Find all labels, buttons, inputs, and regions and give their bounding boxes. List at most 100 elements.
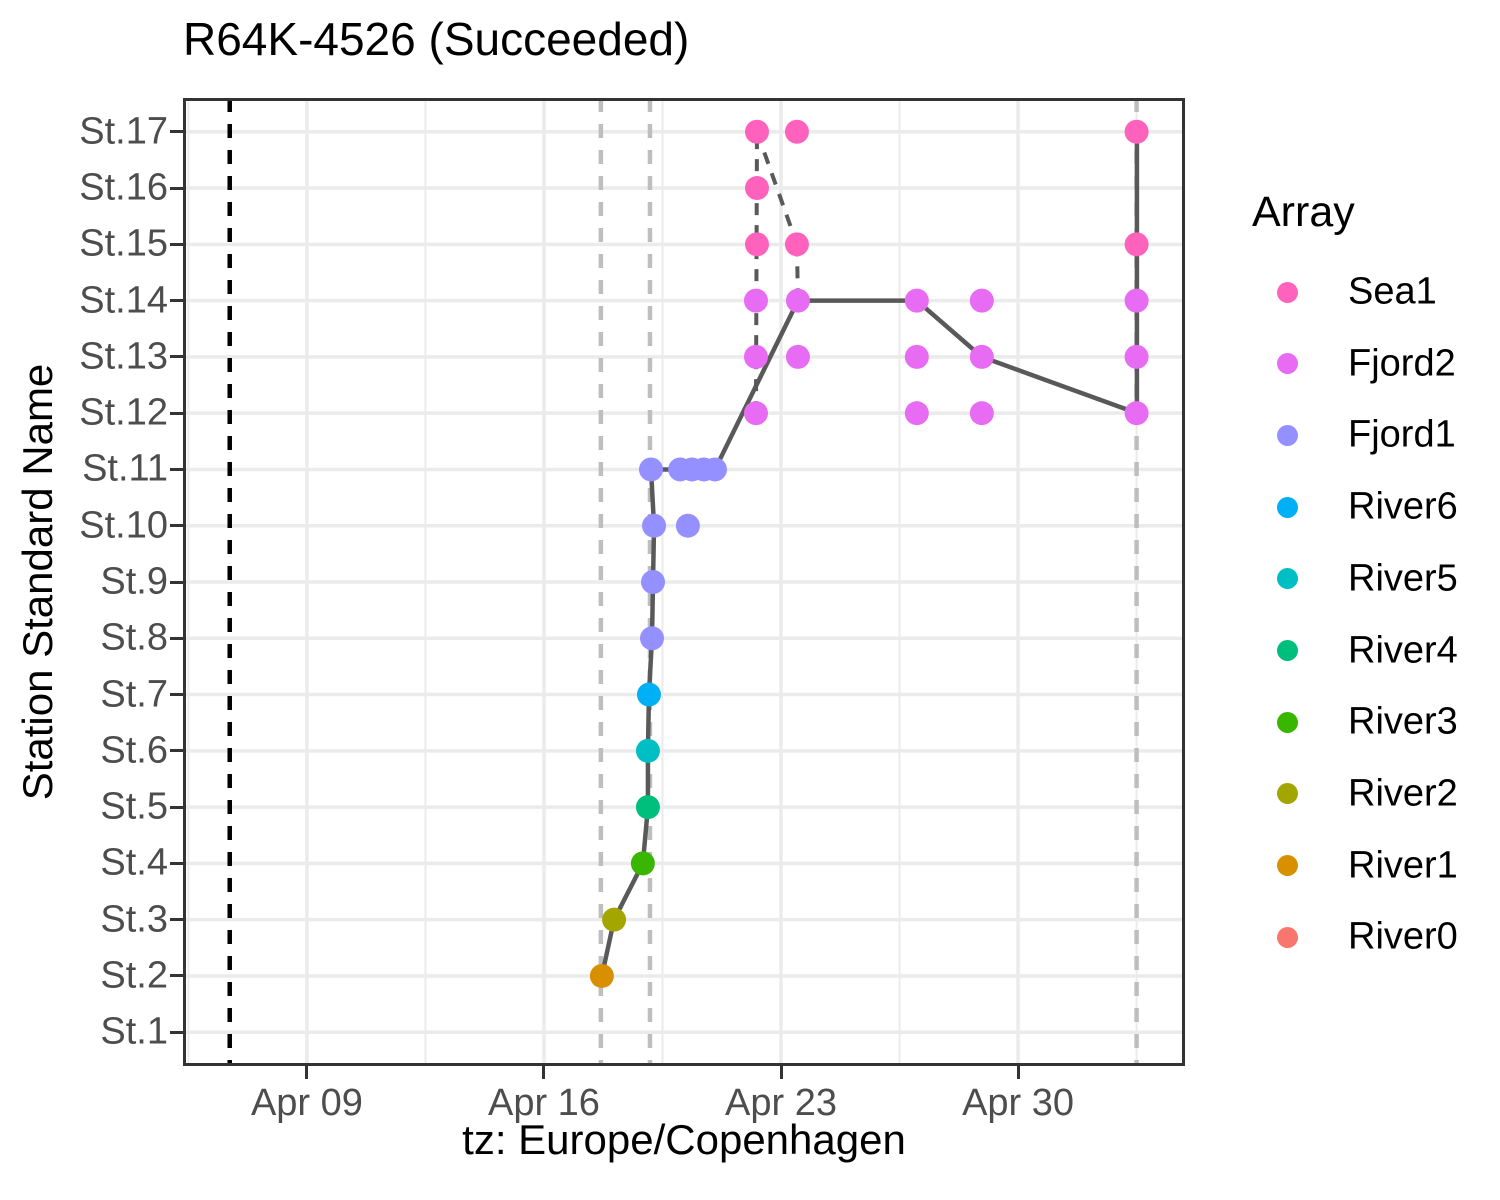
y-tick-label: St.12 [79, 391, 168, 434]
legend-dot-River3 [1277, 711, 1298, 733]
track-dashed-segment [755, 131, 799, 245]
y-tick-mark [170, 186, 183, 190]
y-tick-mark [170, 974, 183, 978]
plot-panel [183, 98, 1185, 1066]
y-tick-label: St.3 [100, 898, 168, 941]
y-tick-label: St.14 [79, 279, 168, 322]
y-tick-mark [170, 355, 183, 359]
detection-point-Sea1 [784, 232, 809, 257]
y-tick-mark [170, 805, 183, 809]
y-tick-mark [170, 411, 183, 415]
legend-dot-River6 [1277, 496, 1298, 518]
detection-point-Fjord2 [1124, 344, 1149, 369]
legend-label-Fjord1: Fjord1 [1348, 413, 1456, 456]
y-tick-label: St.15 [79, 222, 168, 265]
page-title: R64K-4526 (Succeeded) [183, 13, 690, 65]
detection-point-Fjord2 [969, 344, 994, 369]
y-tick-label: St.16 [79, 166, 168, 209]
detection-point-Fjord2 [904, 288, 929, 313]
y-tick-label: St.11 [82, 447, 168, 490]
x-axis-title: tz: Europe/Copenhagen [462, 1116, 906, 1163]
detection-point-River6 [636, 682, 661, 707]
detection-point-Fjord2 [743, 344, 768, 369]
legend-label-River5: River5 [1348, 557, 1458, 600]
legend-label-River4: River4 [1348, 629, 1458, 671]
legend-label-River1: River1 [1348, 844, 1458, 887]
y-tick-mark [170, 918, 183, 922]
detection-point-Sea1 [1124, 119, 1149, 144]
y-tick-mark [170, 242, 183, 246]
detection-point-Fjord1 [639, 626, 664, 651]
legend-label-Fjord2: Fjord2 [1348, 342, 1456, 385]
legend-dot-River0 [1277, 926, 1298, 948]
y-tick-mark [170, 580, 183, 584]
x-tick-label: Apr 09 [250, 1082, 363, 1124]
y-axis-title: Station Standard Name [14, 363, 61, 801]
detection-point-Sea1 [744, 176, 769, 201]
x-tick-label: Apr 16 [487, 1082, 600, 1124]
y-tick-label: St.7 [100, 673, 168, 716]
legend-dot-Fjord1 [1277, 424, 1298, 446]
panel-border [183, 98, 1185, 1066]
detection-point-Fjord2 [743, 401, 768, 426]
y-tick-mark [170, 467, 183, 471]
x-tick-label: Apr 23 [725, 1082, 837, 1124]
y-tick-mark [170, 749, 183, 753]
detection-point-Sea1 [744, 232, 769, 257]
y-tick-label: St.1 [100, 1010, 168, 1053]
legend-dot-River1 [1277, 855, 1298, 877]
legend-label-River3: River3 [1348, 700, 1458, 743]
detection-point-Sea1 [784, 119, 809, 144]
legend-dot-River5 [1277, 568, 1298, 590]
y-tick-mark [170, 524, 183, 528]
detection-point-Fjord2 [904, 401, 929, 426]
detection-point-Fjord2 [969, 401, 994, 426]
legend-label-River0: River0 [1348, 915, 1458, 958]
detection-point-River4 [635, 795, 660, 820]
x-tick-mark [779, 1066, 783, 1079]
detection-point-River3 [630, 851, 655, 876]
y-tick-label: St.10 [79, 504, 168, 547]
detection-point-Fjord2 [785, 288, 810, 313]
y-tick-label: St.17 [79, 110, 168, 153]
y-tick-mark [170, 636, 183, 640]
y-tick-label: St.2 [100, 954, 168, 997]
track-solid-line [599, 129, 1140, 979]
legend-dot-River4 [1277, 640, 1298, 661]
detection-point-Fjord2 [785, 344, 810, 369]
legend-label-Sea1: Sea1 [1348, 270, 1437, 313]
detection-point-Fjord2 [743, 288, 768, 313]
legend-dot-Sea1 [1277, 281, 1298, 303]
detection-point-Fjord2 [969, 288, 994, 313]
y-tick-label: St.5 [100, 785, 168, 828]
detection-point-Sea1 [744, 119, 769, 144]
legend-dot-Fjord2 [1277, 353, 1298, 375]
y-tick-label: St.13 [79, 335, 168, 378]
detection-point-Fjord1 [638, 457, 663, 482]
track-dashed-segment [753, 131, 759, 414]
x-tick-mark [1016, 1066, 1020, 1079]
y-tick-label: St.9 [100, 560, 168, 603]
legend-label-River6: River6 [1348, 485, 1458, 528]
x-tick-label: Apr 30 [962, 1082, 1075, 1124]
y-tick-label: St.6 [100, 729, 168, 772]
detection-point-Fjord1 [641, 570, 666, 594]
x-tick-mark [305, 1066, 309, 1079]
detection-point-River2 [602, 907, 627, 932]
y-tick-mark [170, 861, 183, 865]
y-tick-mark [170, 299, 183, 303]
detection-point-Fjord2 [1124, 288, 1149, 313]
detection-point-Sea1 [1124, 232, 1149, 257]
detection-point-Fjord1 [642, 513, 667, 538]
x-tick-mark [542, 1066, 546, 1079]
y-tick-mark [170, 130, 183, 134]
detection-point-Fjord2 [1124, 401, 1149, 426]
legend-dot-River2 [1277, 783, 1298, 805]
detection-point-Fjord1 [702, 457, 727, 482]
detection-point-Fjord2 [904, 344, 929, 369]
y-tick-mark [170, 1030, 183, 1034]
legend-title: Array [1252, 188, 1355, 236]
detection-point-River5 [635, 738, 660, 763]
detection-point-Fjord1 [675, 513, 700, 538]
